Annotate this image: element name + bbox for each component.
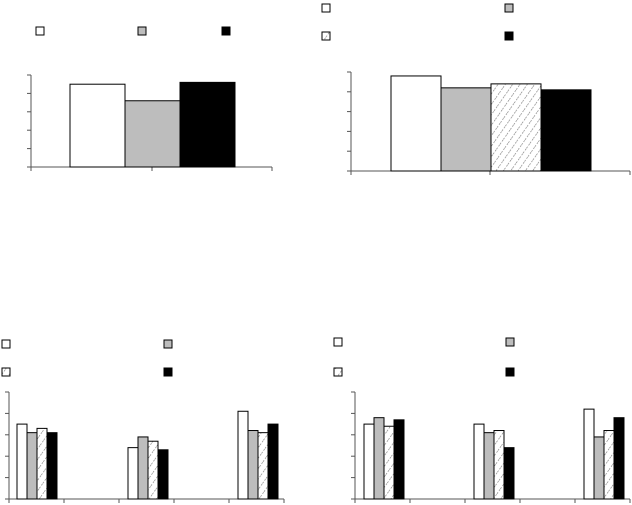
panel-c-bar-2-black [267,423,279,500]
panel-a-bar-0-gray [124,100,181,168]
panel-d-legend-swatch-white [333,337,343,347]
panel-b-legend-swatch-black [504,31,514,41]
panel-c-bar-2-white [237,410,249,500]
panel-b-bar-0-gray [440,87,492,172]
panel-d-bar-1-black [503,447,515,500]
panel-d-legend-swatch-hatch [333,367,343,377]
panel-c-bar-1-black [157,449,169,500]
panel-c-legend-swatch-white [1,339,11,349]
panel-c-bar-0-black [46,432,58,500]
panel-d-bar-1-white [473,423,485,500]
panel-b-legend-swatch-hatch [321,31,331,41]
panel-c-bar-1-gray [137,436,149,500]
panel-d-bar-2-white [583,408,595,500]
panel-d-bar-0-white [363,423,375,500]
panel-c-bar-0-white [16,423,28,500]
panel-b-legend-swatch-gray [504,3,514,13]
panel-d-bar-2-hatch [603,430,615,500]
panel-a-legend-swatch-gray [137,26,147,36]
panel-c-bar-1-hatch [147,440,159,500]
panel-c-legend-swatch-hatch [1,367,11,377]
panel-d-bar-2-black [613,417,625,500]
panel-c-bar-0-gray [26,432,38,500]
panel-b-legend-swatch-white [321,3,331,13]
panel-b-bar-0-hatch [490,83,542,172]
panel-b-bar-0-white [390,75,442,172]
panel-c-bar-2-hatch [257,432,269,500]
panel-d-bar-1-gray [483,432,495,500]
panel-b-bar-0-black [540,89,592,172]
panel-a-legend-swatch-white [35,26,45,36]
panel-d-bar-0-gray [373,417,385,500]
panel-d-bar-0-hatch [383,425,395,500]
panel-a-legend-swatch-black [221,26,231,36]
panel-c-bar-1-white [127,447,139,500]
panel-d-bar-1-hatch [493,430,505,500]
panel-d-bar-0-black [393,419,405,500]
panel-a-bar-0-black [179,81,236,168]
panel-c-bar-0-hatch [36,427,48,500]
panel-c-legend-swatch-gray [163,339,173,349]
panel-c-legend-swatch-black [163,367,173,377]
panel-c-bar-2-gray [247,430,259,500]
panel-d-legend-swatch-black [505,367,515,377]
panel-d-legend-swatch-gray [505,337,515,347]
panel-d-bar-2-gray [593,436,605,500]
panel-a-bar-0-white [69,83,126,168]
